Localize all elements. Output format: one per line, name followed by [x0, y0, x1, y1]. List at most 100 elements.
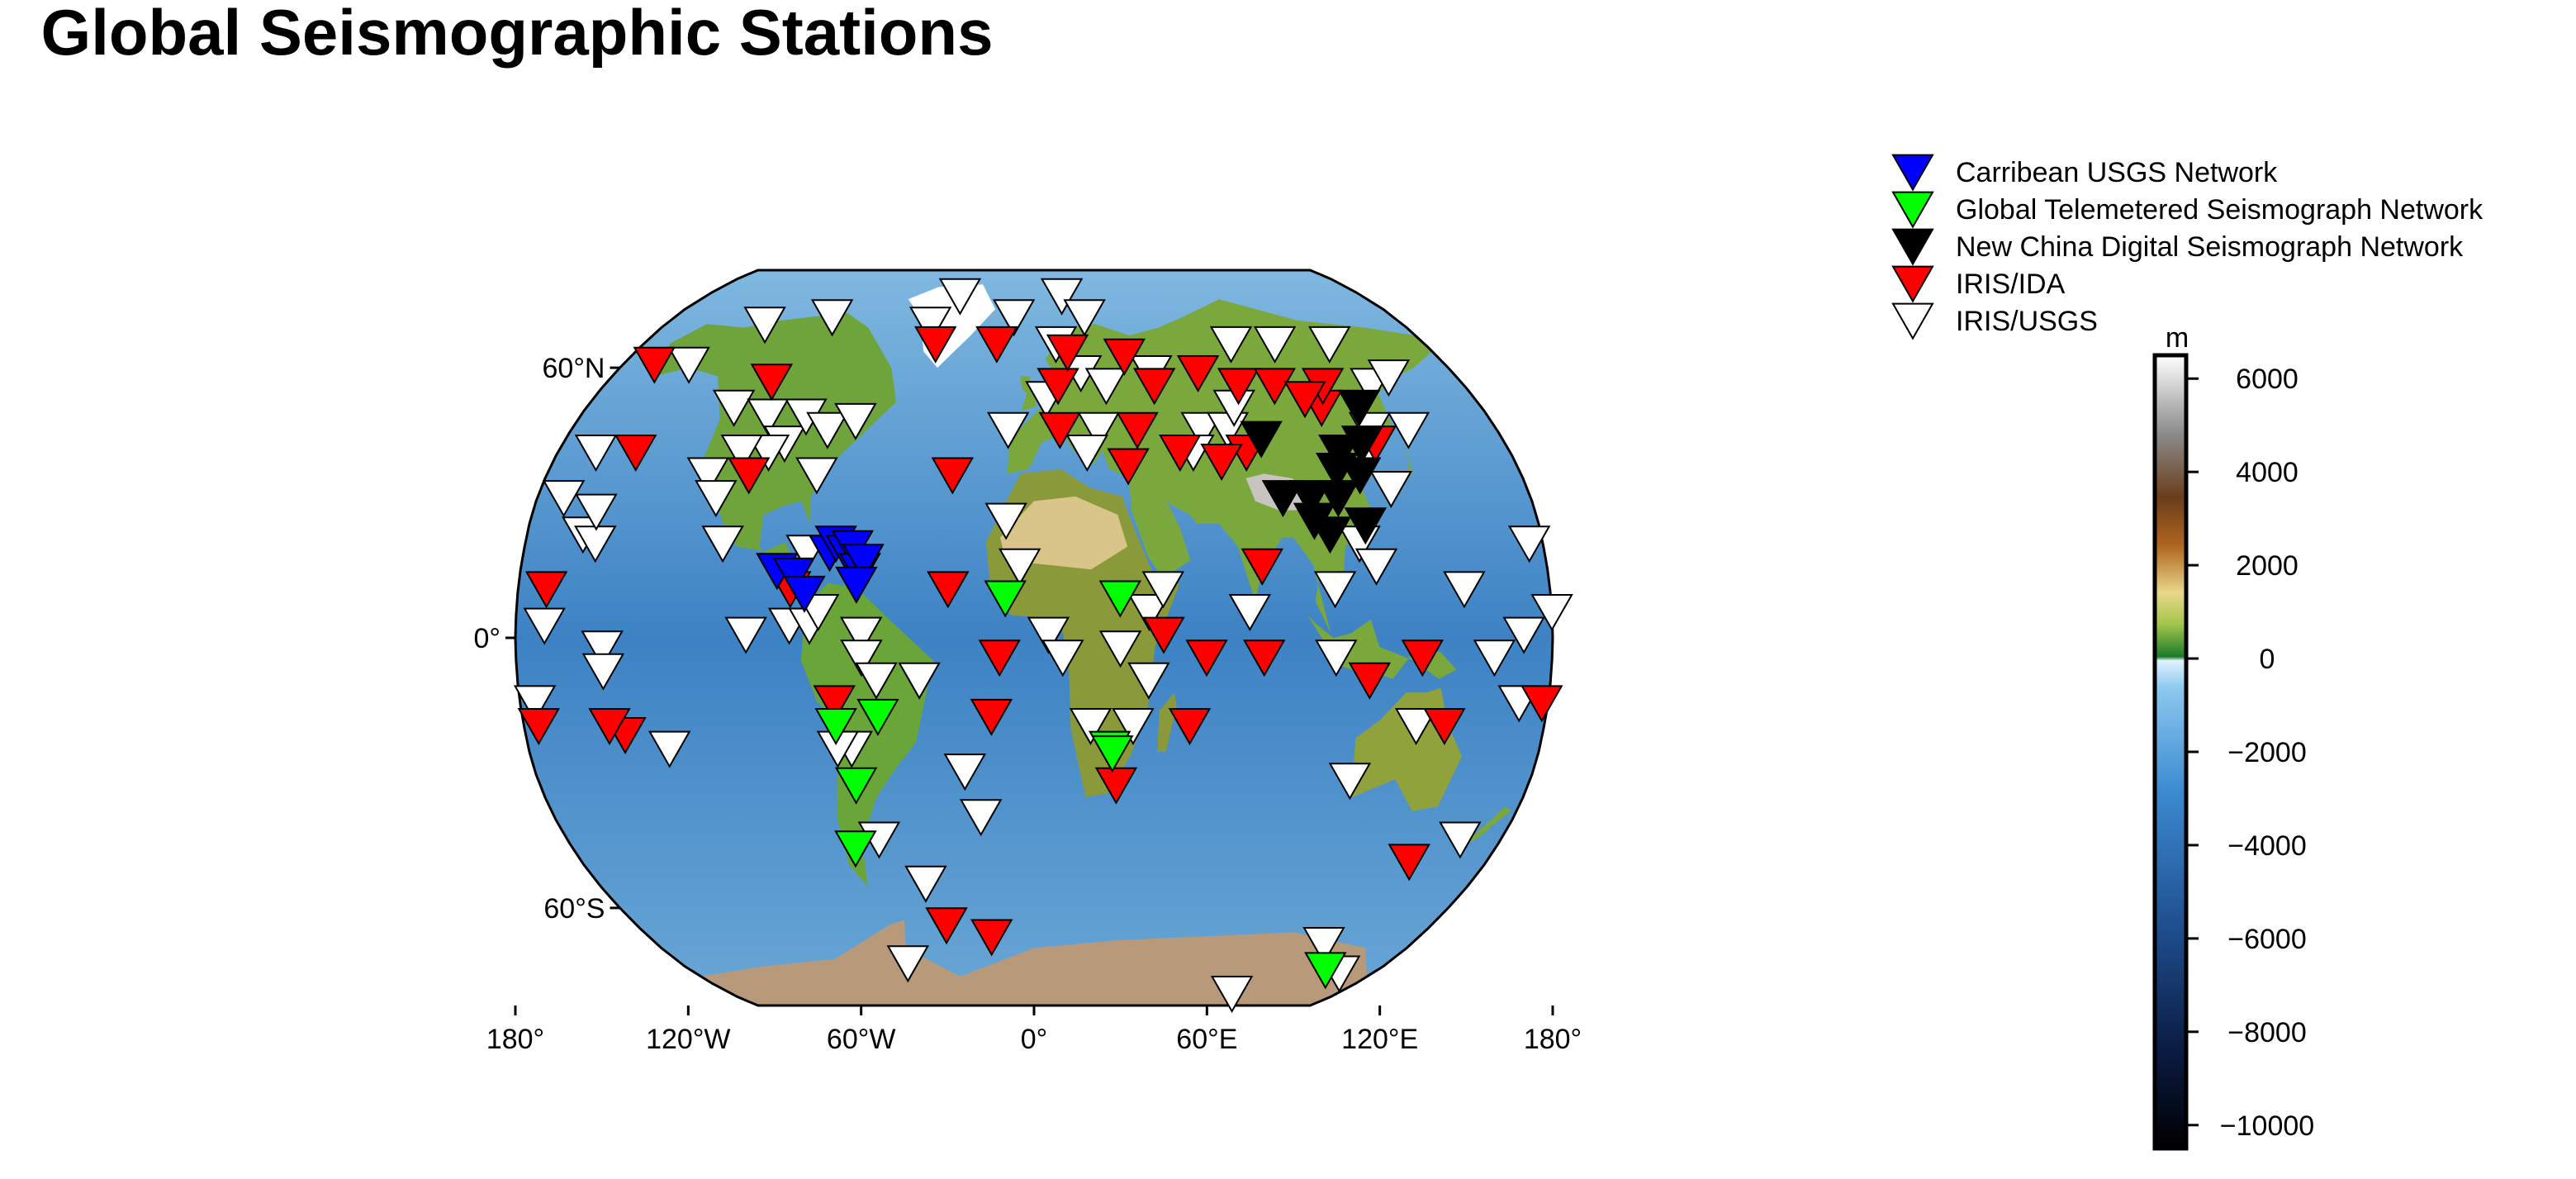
new-zealand-landmass: [1459, 806, 1511, 848]
station-marker-ida: [588, 708, 631, 746]
station-marker-usgs: [1253, 326, 1297, 364]
colorbar-tick-label: −4000: [2227, 830, 2307, 862]
station-marker-usgs: [938, 278, 982, 316]
station-marker-usgs: [1041, 639, 1084, 677]
legend-symbol-usgs: [1891, 302, 1934, 340]
station-marker-gtsn: [856, 698, 899, 736]
colorbar-ticks: 6000 4000 2000 0 −2000 −4000 −6000 −8000 −10000: [2186, 364, 2314, 1142]
colorbar-tick-label: 0: [2260, 644, 2275, 675]
station-marker-gtsn: [1091, 735, 1134, 773]
station-marker-usgs: [992, 299, 1036, 337]
station-marker-usgs: [1040, 278, 1084, 316]
station-marker-ida: [524, 571, 568, 609]
station-marker-ida: [1423, 708, 1466, 746]
station-marker-ida: [1401, 639, 1445, 677]
station-marker-gtsn: [834, 830, 877, 868]
lon-label: 120°W: [646, 1024, 730, 1055]
station-marker-ida: [970, 919, 1013, 957]
station-marker-usgs: [581, 653, 625, 691]
station-marker-ida: [1107, 448, 1150, 486]
station-marker-ida: [970, 698, 1013, 736]
station-marker-ncdsn: [1337, 389, 1381, 427]
station-marker-ida: [1348, 662, 1392, 700]
legend-label-ncdsn: New China Digital Seismograph Network: [1956, 231, 2464, 263]
station-marker-usgs: [1308, 326, 1351, 364]
colorbar-tick-label: −6000: [2227, 924, 2307, 955]
colorbar-unit: m: [2166, 322, 2189, 354]
station-marker-ida: [1242, 639, 1286, 677]
station-marker-usgs: [1302, 927, 1345, 965]
legend-symbol-gtsn: [1891, 191, 1934, 229]
station-marker-usgs: [943, 754, 987, 792]
station-marker-usgs: [1228, 594, 1272, 632]
station-marker-usgs: [1065, 435, 1109, 473]
lon-label: 180°: [486, 1024, 544, 1055]
station-marker-usgs: [667, 346, 710, 384]
station-marker-usgs: [712, 389, 756, 427]
station-marker-usgs: [984, 502, 1027, 540]
station-marker-usgs: [720, 435, 764, 473]
station-marker-usgs: [1127, 662, 1170, 700]
station-marker-ncdsn: [1315, 453, 1359, 491]
lat-label: 0°: [473, 623, 500, 654]
legend-label-carribean: Carribean USGS Network: [1956, 157, 2278, 188]
station-marker-ida: [1168, 708, 1212, 746]
station-marker-usgs: [810, 299, 854, 337]
station-marker-usgs: [701, 525, 744, 563]
station-marker-usgs: [1313, 571, 1357, 609]
colorbar: m 6000 4000 2000 0 −2000 −4000 −6000 −8000 −1000…: [2152, 322, 2314, 1151]
station-marker-usgs: [795, 457, 838, 495]
station-marker-usgs: [1210, 976, 1254, 1014]
station-marker-usgs: [581, 630, 624, 668]
station-marker-usgs: [806, 411, 849, 449]
lon-label: 60°E: [1176, 1024, 1237, 1055]
station-marker-ida: [927, 571, 970, 609]
colorbar-tick-label: 4000: [2236, 457, 2298, 488]
stations-layer: [513, 278, 1573, 1014]
station-marker-ida: [1094, 767, 1138, 805]
station-marker-usgs: [834, 402, 877, 440]
station-marker-ida: [750, 364, 794, 402]
lat-label: 60°N: [543, 353, 605, 384]
colorbar-tick-label: 2000: [2236, 550, 2298, 582]
station-marker-ida: [1520, 685, 1563, 723]
madagascar-landmass: [1157, 692, 1177, 752]
station-marker-usgs: [1315, 639, 1358, 677]
station-marker-ida: [931, 457, 975, 495]
station-marker-ida: [1132, 368, 1176, 406]
legend-label-gtsn: Global Telemetered Seismograph Network: [1956, 194, 2483, 226]
uk-landmass: [1020, 376, 1037, 411]
station-marker-usgs: [898, 662, 941, 700]
station-marker-ida: [1159, 435, 1202, 473]
station-marker-usgs: [1443, 571, 1486, 609]
station-marker-ida: [614, 435, 657, 473]
station-marker-usgs: [1112, 708, 1155, 746]
station-marker-ida: [978, 639, 1021, 677]
station-marker-usgs: [986, 411, 1030, 449]
legend-symbol-carribean: [1891, 154, 1934, 192]
station-marker-ida: [1283, 381, 1326, 419]
axis-labels: 60°N 0° 60°S 180° 120°W 60°W 0° 60°E 120°E 180°: [473, 353, 1582, 1055]
station-marker-usgs: [886, 945, 930, 983]
station-marker-ida: [517, 708, 561, 746]
station-marker-usgs: [998, 548, 1041, 586]
legend: Carribean USGS Network Global Telemetered…: [1891, 154, 2483, 340]
station-marker-ncdsn: [1344, 507, 1388, 545]
antarctica-landmass: [700, 920, 1368, 1005]
station-marker-ida: [1037, 368, 1079, 406]
station-marker-carribean: [842, 544, 885, 582]
station-marker-ncdsn: [1308, 516, 1352, 554]
station-marker-ida: [813, 685, 856, 723]
station-marker-ncdsn: [1240, 421, 1283, 459]
station-marker-gtsn: [814, 708, 857, 746]
station-marker-carribean: [783, 575, 826, 613]
station-marker-usgs: [1098, 630, 1142, 668]
station-marker-ida: [1176, 355, 1220, 393]
station-marker-ida: [1116, 411, 1159, 449]
lat-label: 60°S: [543, 893, 605, 925]
station-marker-usgs: [513, 685, 557, 723]
lon-label: 180°: [1524, 1024, 1582, 1055]
colorbar-tick-label: −2000: [2227, 737, 2307, 768]
station-marker-usgs: [574, 435, 618, 473]
